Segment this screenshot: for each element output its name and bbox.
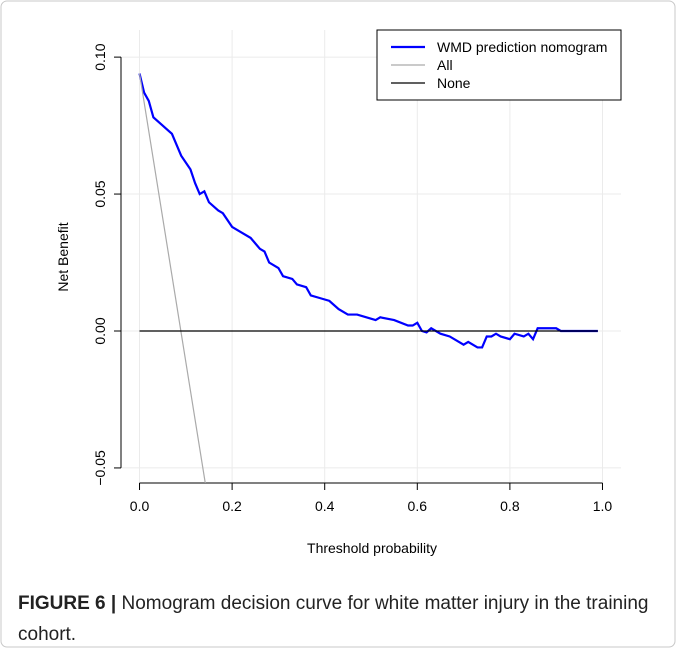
x-tick-label: 0.6 bbox=[408, 498, 428, 514]
legend-label: WMD prediction nomogram bbox=[437, 39, 607, 55]
y-tick-label: 0.10 bbox=[92, 43, 108, 70]
legend-label: All bbox=[437, 57, 453, 73]
x-tick-label: 0.4 bbox=[315, 498, 335, 514]
x-tick-label: 0.0 bbox=[130, 498, 150, 514]
caption: FIGURE 6 | Nomogram decision curve for w… bbox=[18, 588, 658, 648]
plot-lines bbox=[138, 73, 598, 483]
caption-text: Nomogram decision curve for white matter… bbox=[18, 593, 649, 645]
caption-label: FIGURE 6 | bbox=[18, 593, 117, 614]
y-tick-label: −0.05 bbox=[92, 450, 108, 486]
series-line bbox=[138, 73, 598, 349]
x-axis-label: Threshold probability bbox=[307, 540, 437, 556]
y-axis-label: Net Benefit bbox=[55, 222, 71, 291]
y-tick-label: 0.05 bbox=[92, 180, 108, 207]
x-tick-label: 0.2 bbox=[222, 498, 242, 514]
x-tick-label: 1.0 bbox=[593, 498, 613, 514]
x-tick-label: 0.8 bbox=[500, 498, 520, 514]
legend-label: None bbox=[437, 75, 471, 91]
series-line bbox=[138, 73, 206, 483]
y-tick-label: 0.00 bbox=[92, 317, 108, 344]
